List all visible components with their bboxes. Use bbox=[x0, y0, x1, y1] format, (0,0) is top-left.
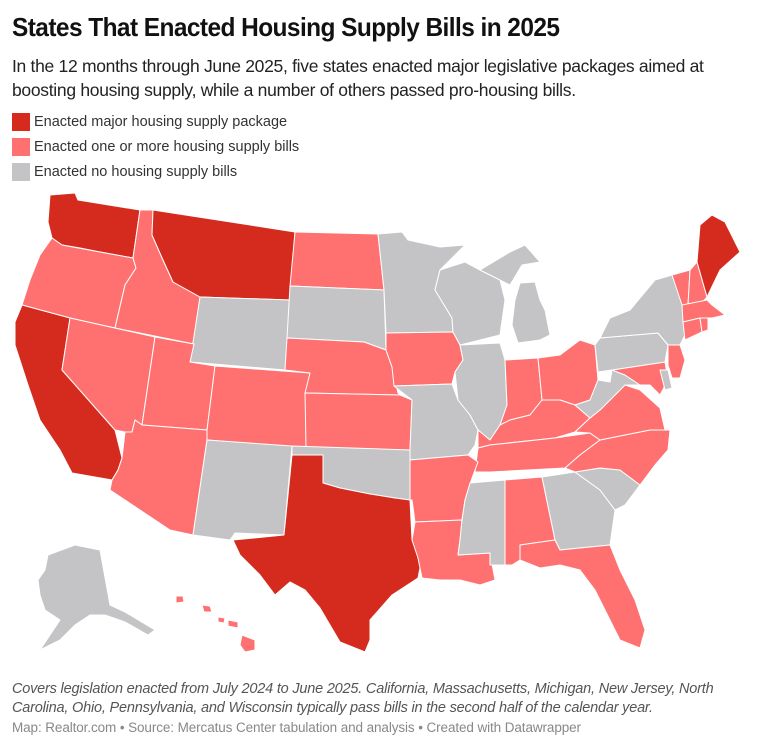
us-map bbox=[0, 188, 764, 663]
us-map-svg bbox=[14, 192, 741, 653]
state-AK[interactable] bbox=[37, 544, 156, 651]
state-NJ[interactable] bbox=[667, 344, 686, 379]
state-NC[interactable] bbox=[564, 429, 671, 486]
state-HI[interactable] bbox=[175, 595, 256, 653]
state-ME[interactable] bbox=[696, 214, 741, 298]
state-AZ[interactable] bbox=[109, 419, 208, 536]
legend-label-some: Enacted one or more housing supply bills bbox=[34, 138, 300, 155]
state-IA[interactable] bbox=[385, 331, 464, 387]
state-DE[interactable] bbox=[659, 369, 673, 391]
chart-notes: Covers legislation enacted from July 202… bbox=[12, 681, 714, 716]
legend-item-major: Enacted major housing supply package bbox=[12, 109, 299, 134]
state-WI[interactable] bbox=[434, 261, 506, 346]
legend-swatch-major bbox=[12, 112, 30, 131]
state-ND[interactable] bbox=[289, 231, 385, 291]
state-FL[interactable] bbox=[519, 539, 646, 649]
state-CT[interactable] bbox=[682, 317, 703, 341]
state-MI[interactable] bbox=[479, 244, 551, 344]
chart-title: States That Enacted Housing Supply Bills… bbox=[12, 12, 560, 42]
state-KS[interactable] bbox=[304, 392, 413, 451]
state-WY[interactable] bbox=[189, 296, 291, 371]
chart-subtitle: In the 12 months through June 2025, five… bbox=[12, 56, 704, 100]
state-OH[interactable] bbox=[537, 339, 599, 406]
state-MD[interactable] bbox=[611, 361, 669, 396]
legend: Enacted major housing supply package Ena… bbox=[12, 109, 299, 184]
state-NY[interactable] bbox=[599, 274, 686, 346]
state-NM[interactable] bbox=[192, 439, 293, 541]
legend-label-none: Enacted no housing supply bills bbox=[34, 163, 238, 180]
legend-item-none: Enacted no housing supply bills bbox=[12, 159, 299, 184]
state-MO[interactable] bbox=[393, 383, 479, 461]
legend-swatch-none bbox=[12, 162, 30, 181]
chart-footer: Map: Realtor.com • Source: Mercatus Cent… bbox=[12, 720, 581, 735]
state-TX[interactable] bbox=[232, 454, 423, 653]
state-RI[interactable] bbox=[699, 317, 709, 333]
legend-swatch-some bbox=[12, 137, 30, 156]
legend-label-major: Enacted major housing supply package bbox=[34, 113, 288, 130]
state-NE[interactable] bbox=[284, 337, 401, 396]
state-CO[interactable] bbox=[206, 365, 311, 449]
legend-item-some: Enacted one or more housing supply bills bbox=[12, 134, 299, 159]
